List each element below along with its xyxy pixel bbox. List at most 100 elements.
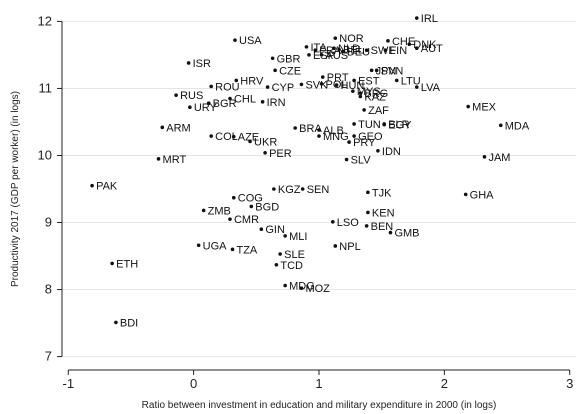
data-point — [299, 82, 304, 87]
data-point — [319, 81, 324, 86]
point-label: CMR — [234, 214, 259, 226]
point-label: SEN — [307, 184, 330, 196]
point-label: PER — [269, 148, 292, 160]
data-point — [498, 123, 503, 128]
data-point — [344, 157, 349, 162]
point-label: ESP — [313, 50, 335, 62]
data-point — [234, 78, 239, 83]
data-point — [364, 224, 369, 228]
data-point — [317, 128, 321, 132]
data-point — [110, 261, 114, 266]
point-label: URY — [194, 102, 218, 114]
point-label: ETH — [116, 258, 138, 270]
data-point — [374, 68, 379, 73]
data-point — [209, 134, 213, 138]
data-point — [407, 42, 412, 46]
data-point — [283, 234, 287, 238]
data-point — [388, 230, 393, 235]
point-label: DNK — [413, 39, 437, 51]
point-label: TJK — [372, 187, 392, 199]
point-label: PAK — [96, 181, 118, 193]
point-label: MOZ — [305, 283, 330, 295]
point-label: BEN — [371, 221, 394, 233]
point-label: BDI — [120, 317, 138, 329]
data-point — [369, 68, 374, 73]
data-point — [414, 85, 419, 89]
point-label: SVN — [381, 65, 404, 77]
point-label: LTU — [401, 75, 421, 87]
point-label: IDN — [382, 146, 401, 158]
point-label: TCD — [280, 260, 303, 272]
point-label: COG — [238, 193, 263, 205]
data-point — [319, 53, 324, 57]
data-point — [382, 122, 386, 127]
point-label: AUS — [326, 50, 349, 62]
point-label: COL — [215, 131, 238, 143]
data-point — [313, 48, 318, 53]
point-label: GEO — [358, 131, 383, 143]
point-label: ZMB — [208, 205, 231, 217]
point-label: EGY — [388, 120, 412, 132]
point-label: MDA — [505, 120, 530, 132]
data-point — [366, 210, 370, 215]
point-label: PRY — [353, 137, 376, 149]
data-point — [260, 100, 265, 104]
point-label: GMB — [394, 228, 419, 240]
data-point — [358, 94, 363, 99]
data-point — [201, 208, 206, 213]
data-point — [414, 16, 419, 20]
data-point — [196, 243, 201, 248]
data-point — [230, 247, 235, 252]
data-point — [383, 48, 388, 53]
data-point — [273, 68, 277, 73]
point-label: MNG — [323, 131, 349, 143]
data-point — [332, 46, 336, 51]
point-label: CHL — [234, 94, 256, 106]
point-label: MRT — [163, 154, 187, 166]
data-point — [228, 96, 232, 101]
point-label: ZAF — [368, 105, 389, 117]
point-label: BGR — [213, 98, 237, 110]
point-label: CYP — [272, 82, 295, 94]
point-label: TUN — [358, 119, 381, 131]
point-label: JPN — [376, 65, 397, 77]
point-label: BLR — [388, 119, 409, 131]
data-point — [283, 283, 287, 288]
x-tick-label: 3 — [566, 376, 573, 391]
point-label: AUT — [421, 43, 443, 55]
point-label: FRA — [319, 45, 342, 57]
point-label: LSO — [337, 217, 359, 229]
data-point — [188, 105, 192, 110]
point-label: IRL — [421, 13, 438, 25]
point-label: GBR — [277, 53, 301, 65]
data-point — [263, 151, 267, 155]
point-label: KEN — [372, 207, 395, 219]
data-point — [293, 126, 297, 130]
data-point — [463, 192, 468, 197]
point-label: ARM — [166, 122, 190, 134]
data-point — [114, 320, 118, 325]
y-axis-label: Productivity 2017 (GDP per worker) (in l… — [10, 91, 21, 287]
data-point — [278, 252, 282, 256]
data-point — [364, 48, 369, 53]
point-label: IRN — [267, 97, 286, 109]
data-point — [259, 227, 264, 232]
point-label: GHA — [470, 189, 495, 201]
data-point — [394, 78, 399, 83]
point-label: NOR — [339, 33, 364, 45]
point-label: SWE — [371, 45, 396, 57]
data-point — [307, 53, 311, 57]
data-point — [156, 157, 161, 161]
data-point — [341, 49, 345, 54]
point-label: SLV — [351, 155, 372, 167]
data-point — [248, 139, 252, 144]
point-label: FIN — [389, 45, 407, 57]
data-point — [376, 148, 380, 153]
point-label: BRG — [364, 88, 388, 100]
data-point — [333, 244, 338, 248]
x-axis-ticks: -1 0 1 2 3 — [62, 370, 573, 391]
data-point — [320, 75, 325, 79]
